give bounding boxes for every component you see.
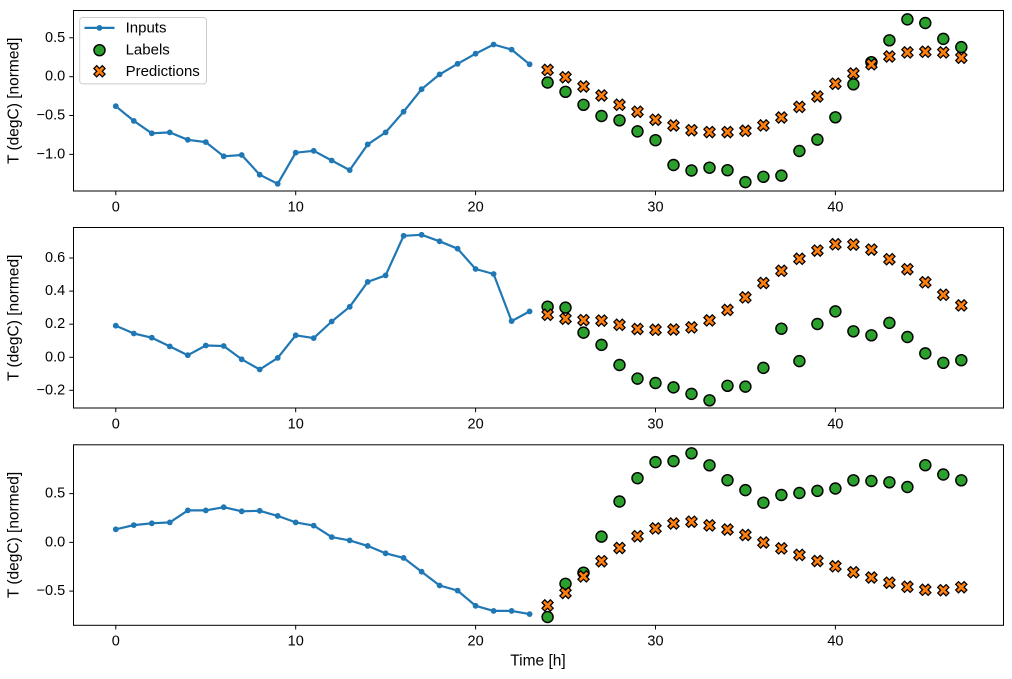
svg-text:10: 10: [288, 416, 304, 432]
svg-text:Time [h]: Time [h]: [510, 653, 565, 670]
svg-text:T (degC) [normed]: T (degC) [normed]: [6, 255, 23, 381]
svg-text:−1.0: −1.0: [37, 146, 66, 162]
svg-text:0.0: 0.0: [45, 69, 65, 85]
svg-text:20: 20: [468, 416, 484, 432]
svg-text:−0.5: −0.5: [37, 108, 66, 124]
svg-text:−0.2: −0.2: [37, 382, 66, 398]
svg-text:0: 0: [112, 416, 120, 432]
svg-text:30: 30: [647, 634, 663, 650]
svg-text:40: 40: [827, 416, 843, 432]
svg-text:0.2: 0.2: [45, 316, 65, 332]
svg-text:T (degC) [normed]: T (degC) [normed]: [6, 38, 23, 164]
svg-text:20: 20: [468, 634, 484, 650]
svg-text:0: 0: [112, 634, 120, 650]
svg-text:30: 30: [647, 416, 663, 432]
svg-text:−0.5: −0.5: [37, 583, 66, 599]
svg-text:30: 30: [647, 199, 663, 215]
svg-text:0.0: 0.0: [45, 349, 65, 365]
svg-text:Inputs: Inputs: [126, 19, 167, 36]
svg-text:10: 10: [288, 199, 304, 215]
svg-text:0: 0: [112, 199, 120, 215]
svg-text:40: 40: [827, 634, 843, 650]
svg-text:10: 10: [288, 634, 304, 650]
svg-text:T (degC) [normed]: T (degC) [normed]: [6, 472, 23, 598]
svg-text:0.5: 0.5: [45, 30, 65, 46]
svg-text:0.6: 0.6: [45, 250, 65, 266]
svg-text:0.5: 0.5: [45, 486, 65, 502]
svg-text:0.0: 0.0: [45, 534, 65, 550]
svg-text:0.4: 0.4: [45, 283, 65, 299]
svg-text:Predictions: Predictions: [126, 63, 200, 80]
svg-text:20: 20: [468, 199, 484, 215]
svg-text:Labels: Labels: [126, 42, 170, 59]
svg-text:40: 40: [827, 199, 843, 215]
